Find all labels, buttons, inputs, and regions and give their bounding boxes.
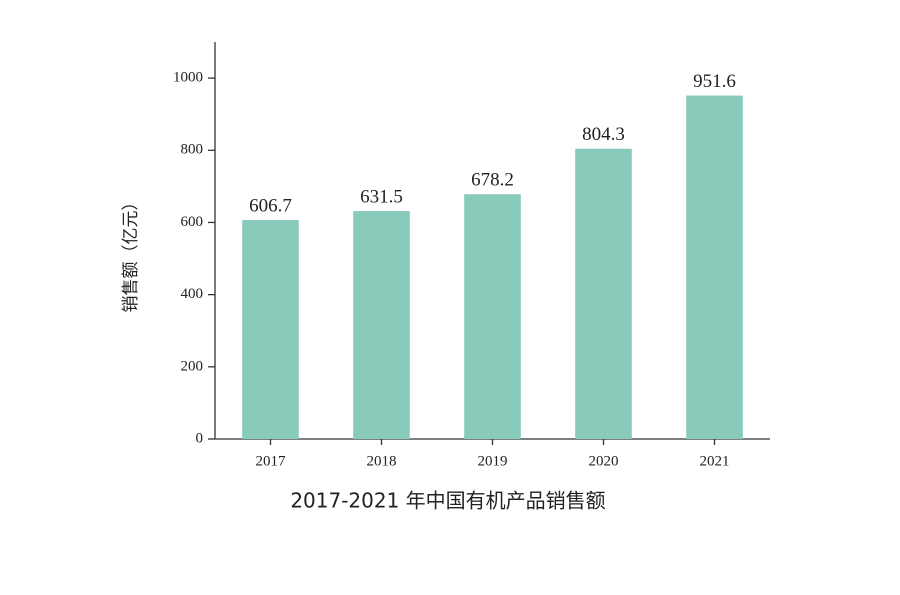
value-label: 804.3 — [582, 124, 625, 145]
value-label: 631.5 — [360, 186, 403, 207]
bar — [686, 95, 743, 440]
x-tick-label: 2020 — [589, 453, 619, 469]
x-tick-label: 2021 — [700, 453, 730, 469]
bar — [464, 194, 521, 439]
y-tick-label: 1000 — [173, 70, 203, 86]
value-label: 678.2 — [471, 170, 514, 191]
bar — [575, 148, 632, 439]
y-tick-label: 200 — [181, 358, 204, 374]
y-tick-label: 600 — [181, 214, 204, 230]
x-tick-label: 2019 — [478, 453, 508, 469]
bar — [242, 220, 299, 439]
y-tick-label: 0 — [196, 430, 204, 446]
x-tick-label: 2017 — [256, 453, 287, 469]
x-tick-label: 2018 — [367, 453, 397, 469]
chart-title: 2017-2021 年中国有机产品销售额 — [290, 489, 605, 513]
y-axis-label: 销售额（亿元） — [121, 194, 141, 313]
y-tick-label: 400 — [181, 286, 204, 302]
value-label: 951.6 — [693, 71, 736, 92]
y-tick-label: 800 — [181, 142, 204, 158]
value-label: 606.7 — [249, 195, 292, 216]
bar — [353, 211, 410, 439]
